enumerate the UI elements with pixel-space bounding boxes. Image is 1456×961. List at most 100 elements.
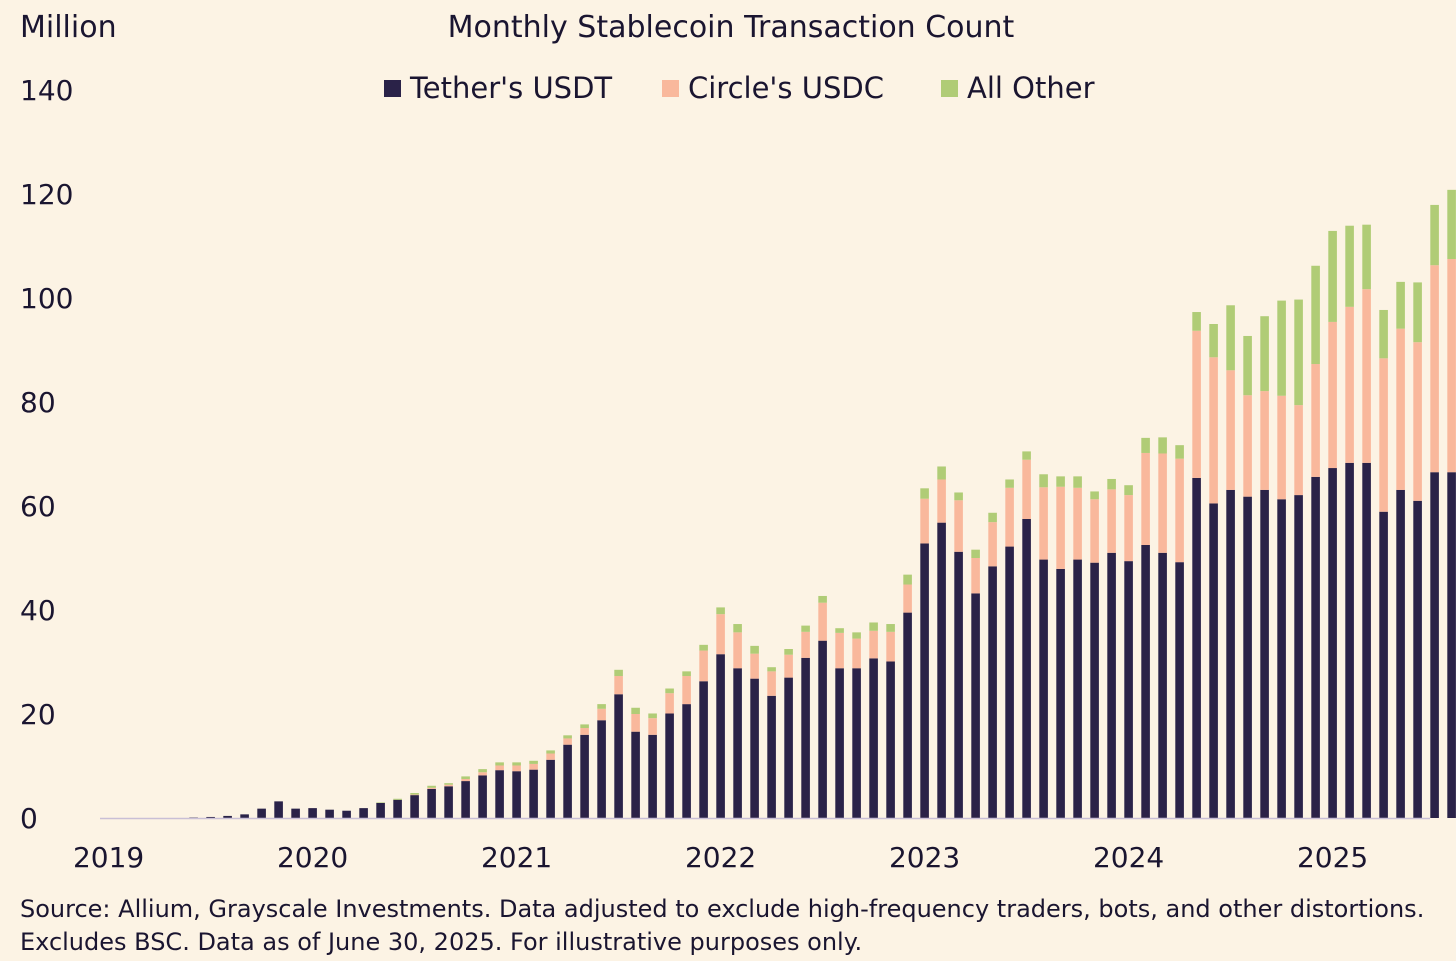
bar-segment-usdt bbox=[954, 551, 963, 818]
bar-segment-usdc bbox=[1022, 459, 1031, 519]
bar-segment-usdt bbox=[1073, 559, 1082, 818]
bar-segment-usdc bbox=[444, 784, 453, 787]
bar-segment-usdc bbox=[427, 787, 436, 789]
bar-segment-usdt bbox=[1209, 503, 1218, 818]
bar-segment-usdt bbox=[1277, 499, 1286, 818]
bar-segment-usdc bbox=[869, 630, 878, 659]
stacked-bar-chart: Million Monthly Stablecoin Transaction C… bbox=[20, 10, 1456, 874]
bar-segment-usdt bbox=[733, 668, 742, 818]
bars bbox=[189, 189, 1456, 818]
bar-segment-usdc bbox=[631, 714, 640, 732]
bar-segment-usdt bbox=[512, 771, 521, 818]
bar-segment-usdc bbox=[1413, 342, 1422, 501]
bar-segment-other bbox=[971, 549, 980, 558]
source-note: Source: Allium, Grayscale Investments. D… bbox=[20, 895, 1425, 956]
bar-segment-usdc bbox=[1260, 391, 1269, 490]
bar-segment-usdt bbox=[1379, 511, 1388, 818]
bar-segment-other bbox=[512, 762, 521, 766]
bar-segment-usdc bbox=[1175, 458, 1184, 563]
bar-segment-usdt bbox=[750, 678, 759, 818]
bar-segment-usdt bbox=[971, 593, 980, 818]
bar-segment-other bbox=[410, 793, 419, 795]
bar-segment-other bbox=[1413, 282, 1422, 343]
bar-segment-usdc bbox=[1379, 358, 1388, 512]
bar-segment-other bbox=[1022, 451, 1031, 460]
bar-segment-usdt bbox=[376, 802, 385, 818]
bar-segment-usdt bbox=[410, 795, 419, 818]
x-tick-label: 2021 bbox=[481, 841, 552, 874]
bar-segment-usdc bbox=[1294, 405, 1303, 496]
bar-segment-usdc bbox=[1141, 452, 1150, 545]
bar-segment-usdc bbox=[988, 522, 997, 567]
bar-segment-usdt bbox=[1328, 468, 1337, 818]
bar-segment-usdc bbox=[529, 763, 538, 770]
bar-segment-usdc bbox=[1039, 487, 1048, 560]
bar-segment-usdt bbox=[1226, 489, 1235, 818]
bar-segment-usdt bbox=[1175, 562, 1184, 818]
y-tick-label: 60 bbox=[20, 490, 56, 523]
bar-segment-usdc bbox=[1345, 306, 1354, 463]
x-tick-label: 2020 bbox=[277, 841, 348, 874]
bar-segment-usdt bbox=[835, 668, 844, 818]
bar-segment-usdt bbox=[580, 734, 589, 818]
bar-segment-usdt bbox=[291, 808, 300, 818]
bar-segment-usdc bbox=[1447, 259, 1456, 473]
bar-segment-usdt bbox=[920, 543, 929, 818]
bar-segment-usdc bbox=[1362, 289, 1371, 463]
bar-segment-usdt bbox=[1396, 489, 1405, 818]
bar-segment-other bbox=[1447, 189, 1456, 259]
bar-segment-usdt bbox=[682, 704, 691, 818]
bar-segment-other bbox=[1362, 224, 1371, 290]
bar-segment-usdc bbox=[1430, 265, 1439, 473]
bar-segment-usdt bbox=[308, 808, 317, 818]
bar-segment-other bbox=[1345, 225, 1354, 307]
bar-segment-usdc bbox=[546, 753, 555, 760]
bar-segment-usdc bbox=[699, 650, 708, 682]
bar-segment-usdc bbox=[614, 676, 623, 695]
x-tick-label: 2024 bbox=[1093, 841, 1164, 874]
bar-segment-usdc bbox=[835, 632, 844, 669]
bar-segment-other bbox=[1005, 479, 1014, 488]
bar-segment-other bbox=[903, 574, 912, 585]
bar-segment-usdt bbox=[1005, 546, 1014, 818]
bar-segment-usdt bbox=[1447, 472, 1456, 818]
bar-segment-other bbox=[1294, 299, 1303, 406]
legend-swatch bbox=[384, 80, 401, 97]
bar-segment-usdt bbox=[529, 769, 538, 818]
x-axis-ticks: 2019 2020 2021 2022 2023 2024 2025 bbox=[73, 841, 1368, 874]
bar-segment-usdc bbox=[512, 765, 521, 772]
bar-segment-other bbox=[869, 622, 878, 631]
y-tick-label: 20 bbox=[20, 698, 56, 731]
legend-label: All Other bbox=[967, 71, 1095, 105]
bar-segment-usdc bbox=[1107, 489, 1116, 553]
bar-segment-other bbox=[1056, 476, 1065, 487]
bar-segment-usdc bbox=[478, 772, 487, 776]
bar-segment-usdt bbox=[869, 658, 878, 818]
bar-segment-other bbox=[597, 704, 606, 709]
bar-segment-usdt bbox=[1311, 476, 1320, 818]
bar-segment-usdc bbox=[1277, 395, 1286, 500]
bar-segment-usdt bbox=[325, 809, 334, 818]
bar-segment-other bbox=[1277, 300, 1286, 396]
bar-segment-other bbox=[1141, 437, 1150, 453]
bar-segment-other bbox=[835, 628, 844, 633]
bar-segment-usdc bbox=[563, 738, 572, 745]
bar-segment-usdt bbox=[1413, 500, 1422, 818]
bar-segment-usdc bbox=[801, 631, 810, 658]
bar-segment-usdt bbox=[223, 815, 232, 818]
bar-segment-usdt bbox=[1141, 545, 1150, 818]
bar-segment-other bbox=[1107, 478, 1116, 490]
bar-segment-usdt bbox=[903, 612, 912, 818]
bar-segment-usdc bbox=[1328, 321, 1337, 469]
y-tick-label: 80 bbox=[20, 386, 56, 419]
bar-segment-usdt bbox=[206, 816, 215, 818]
chart-title: Monthly Stablecoin Transaction Count bbox=[448, 10, 1015, 45]
bar-segment-usdt bbox=[274, 801, 283, 818]
bar-segment-usdc bbox=[1209, 357, 1218, 504]
bar-segment-other bbox=[767, 667, 776, 672]
bar-segment-usdt bbox=[563, 744, 572, 818]
bar-segment-usdt bbox=[461, 781, 470, 818]
bar-segment-usdc bbox=[1073, 487, 1082, 560]
y-tick-label: 120 bbox=[20, 178, 73, 211]
bar-segment-other bbox=[461, 776, 470, 779]
